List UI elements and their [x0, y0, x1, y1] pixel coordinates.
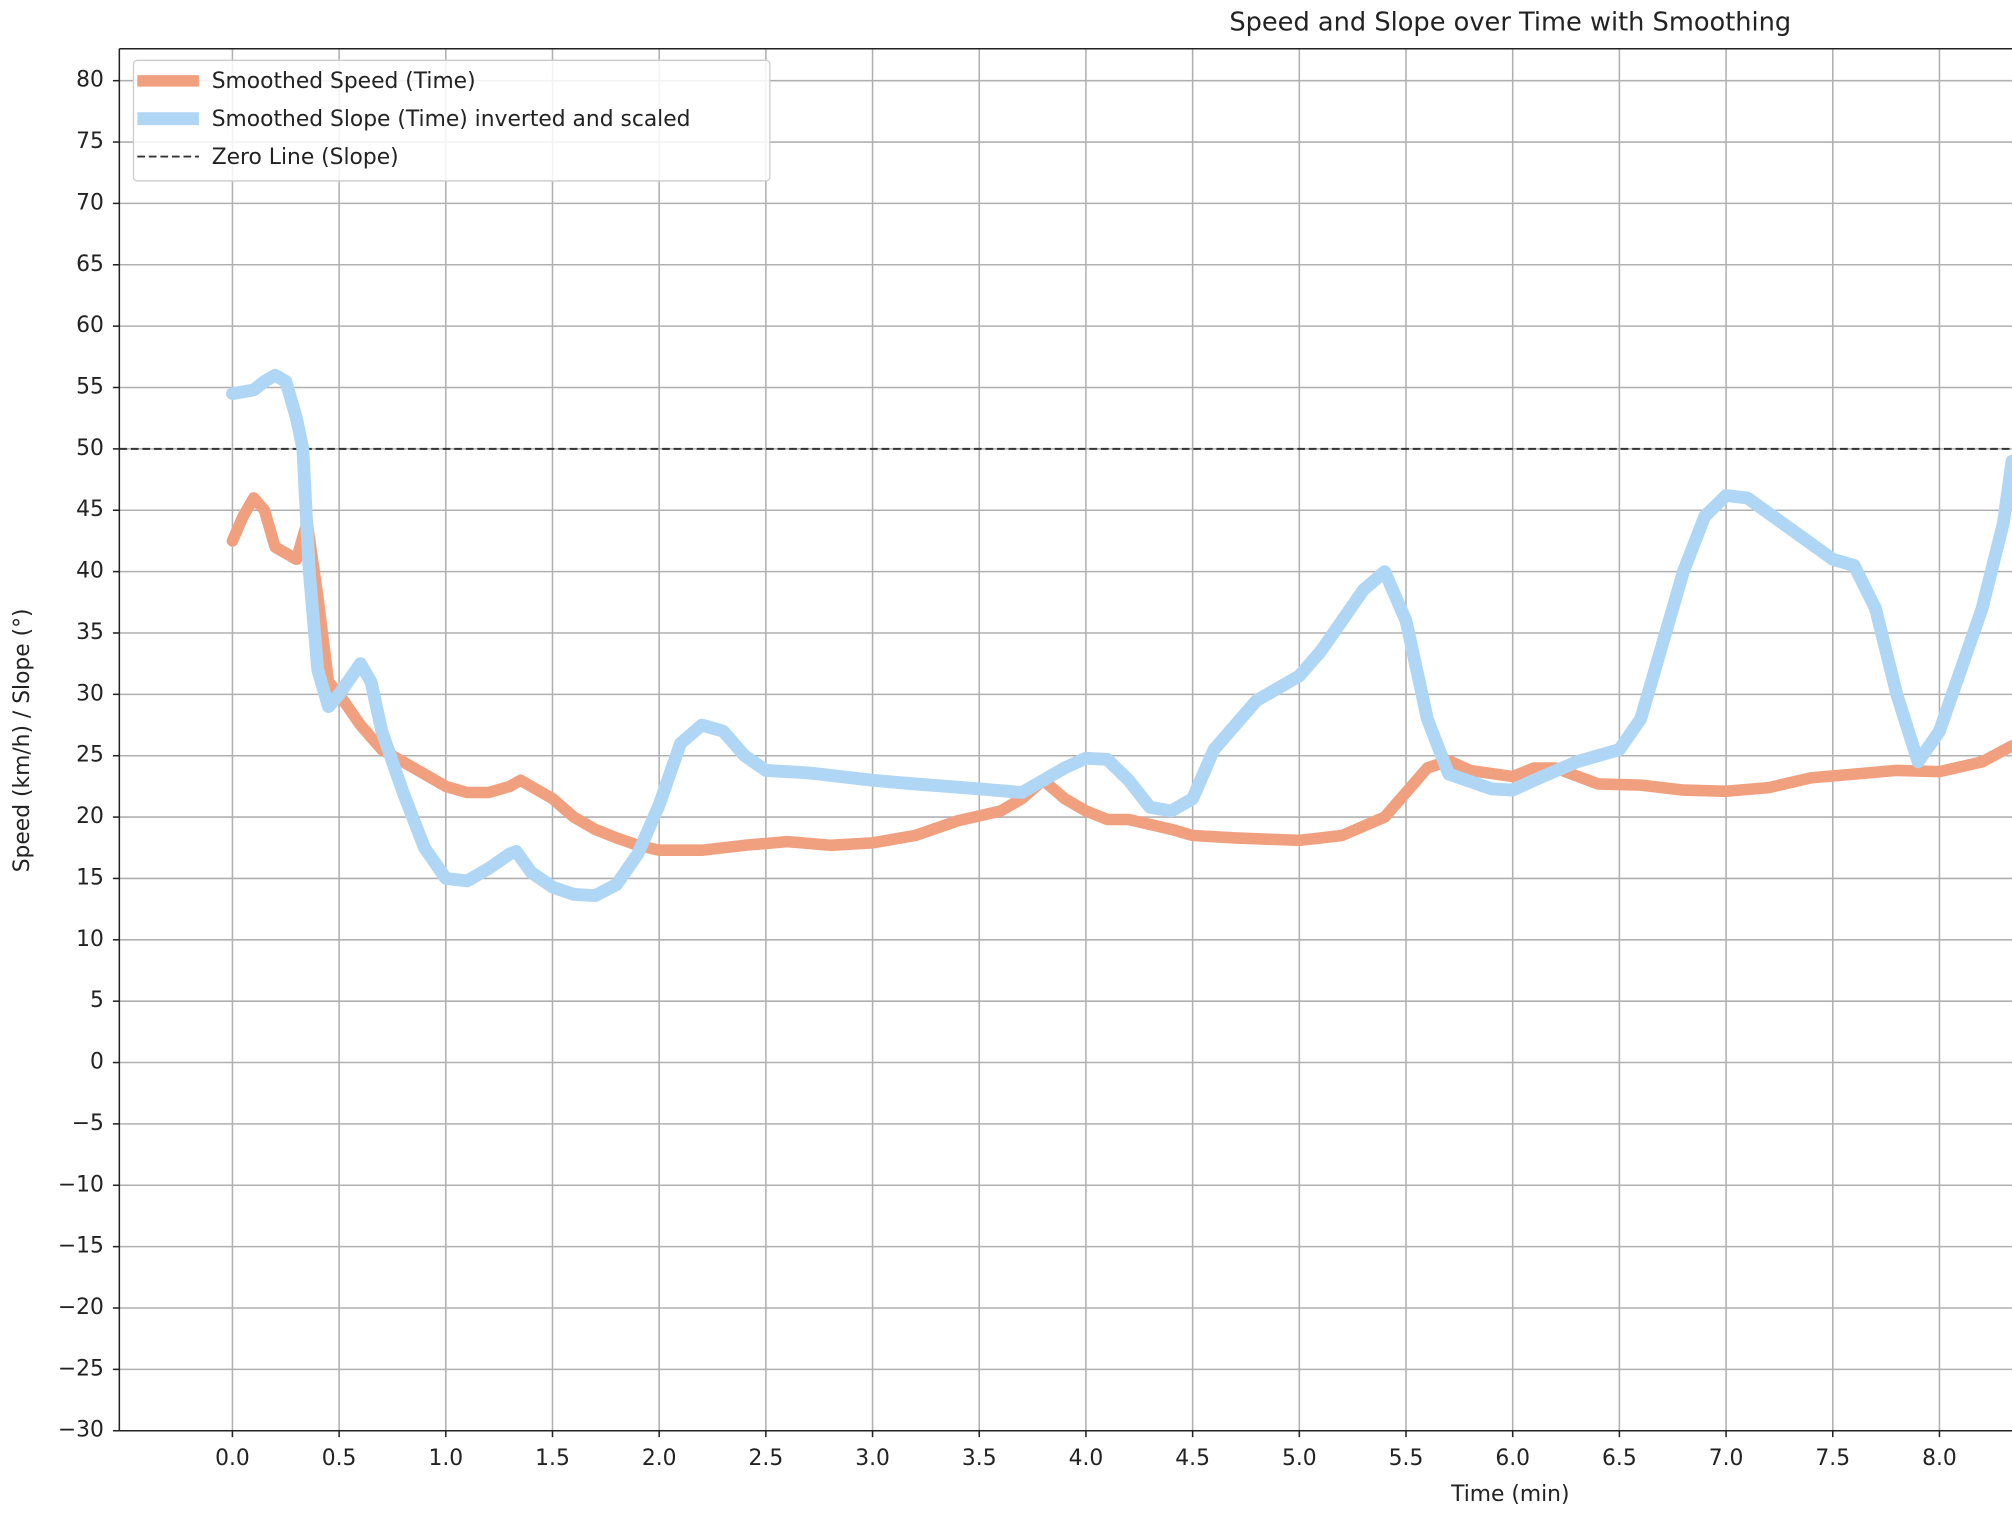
x-tick-label: 4.0: [1069, 1446, 1104, 1471]
legend-label: Zero Line (Slope): [212, 145, 399, 170]
y-tick-label: 40: [76, 559, 104, 584]
y-tick-label: 5: [90, 988, 104, 1013]
y-tick-label: 30: [76, 681, 104, 706]
y-tick-label: 50: [76, 436, 104, 461]
grid: [119, 48, 2012, 1432]
y-tick-label: 60: [76, 313, 104, 338]
y-tick-label: 35: [76, 620, 104, 645]
y-tick-label: −10: [58, 1172, 104, 1197]
y-tick-label: 75: [76, 129, 104, 154]
x-axis-label: Time (min): [1450, 1482, 1569, 1507]
x-tick-label: 1.0: [428, 1446, 463, 1471]
x-tick-label: 7.5: [1815, 1446, 1850, 1471]
x-tick-label: 4.5: [1175, 1446, 1210, 1471]
x-tick-label: 0.5: [322, 1446, 357, 1471]
x-tick-label: 2.0: [642, 1446, 677, 1471]
x-tick-label: 1.5: [535, 1446, 570, 1471]
y-tick-label: 10: [76, 927, 104, 952]
y-tick-label: 25: [76, 743, 104, 768]
y-tick-label: −15: [58, 1234, 104, 1259]
y-tick-label: −30: [58, 1418, 104, 1443]
y-tick-label: 55: [76, 375, 104, 400]
y-tick-label: 80: [76, 68, 104, 93]
legend-box: [132, 59, 771, 182]
y-tick-label: 70: [76, 190, 104, 215]
y-axis-label: Speed (km/h) / Slope (°): [10, 608, 35, 872]
y-tick-label: 65: [76, 252, 104, 277]
data-line: [226, 492, 2012, 856]
y-tick-label: 45: [76, 497, 104, 522]
x-tick-label: 0.0: [215, 1446, 250, 1471]
x-tick-label: 2.5: [749, 1446, 784, 1471]
y-tick-label: 0: [90, 1050, 104, 1075]
plot-area: [119, 368, 2012, 903]
legend-label: Smoothed Speed (Time): [212, 69, 476, 94]
x-tick-label: 6.0: [1495, 1446, 1530, 1471]
x-tick-label: 3.5: [962, 1446, 997, 1471]
chart-title: Speed and Slope over Time with Smoothing: [1229, 8, 1791, 38]
x-tick-label: 7.0: [1709, 1446, 1744, 1471]
y-tick-label: −20: [58, 1295, 104, 1320]
legend-label: Smoothed Slope (Time) inverted and scale…: [212, 107, 691, 132]
x-tick-label: 3.0: [855, 1446, 890, 1471]
x-tick-label: 6.5: [1602, 1446, 1637, 1471]
y-tick-label: −5: [72, 1111, 104, 1136]
y-tick-label: 20: [76, 804, 104, 829]
y-tick-label: 15: [76, 865, 104, 890]
x-tick-label: 8.0: [1922, 1446, 1957, 1471]
data-line: [226, 368, 2012, 903]
x-tick-label: 5.5: [1389, 1446, 1424, 1471]
legend: Smoothed Speed (Time) Smoothed Slope (Tim…: [132, 59, 771, 182]
y-tick-label: −25: [58, 1356, 104, 1381]
x-tick-label: 5.0: [1282, 1446, 1317, 1471]
